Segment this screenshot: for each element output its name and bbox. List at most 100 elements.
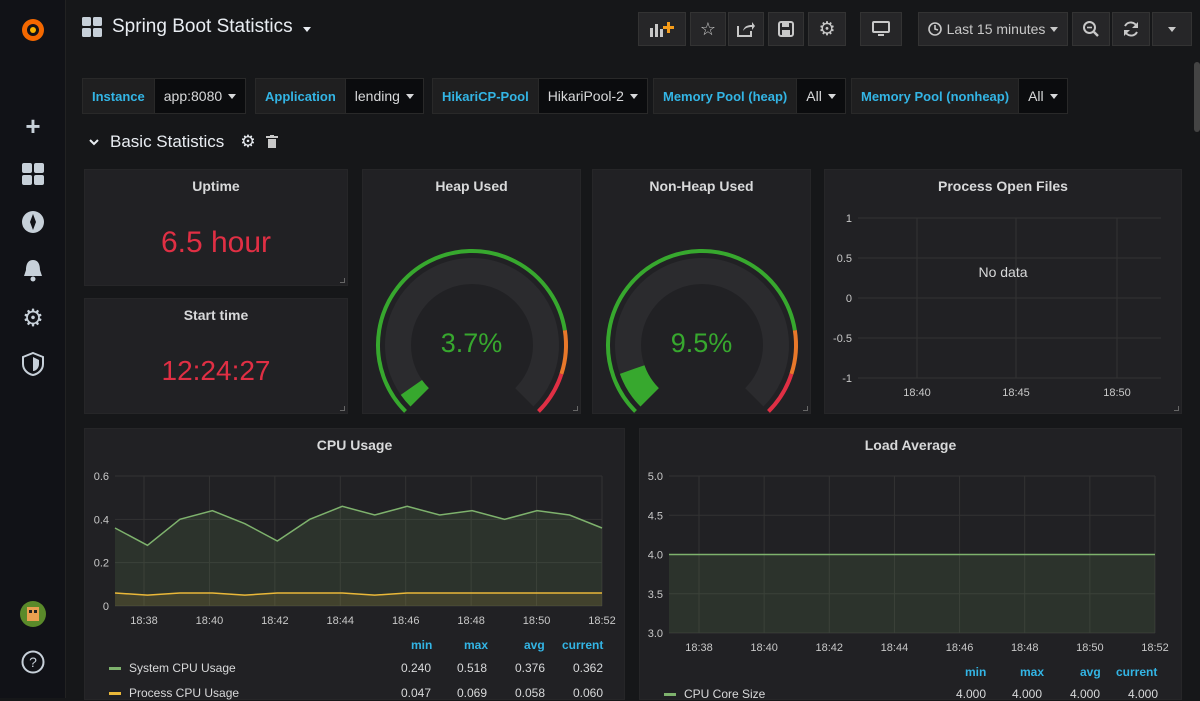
x-tick-label: 18:48 <box>457 615 485 627</box>
variable-memory-pool-nonheap[interactable]: Memory Pool (nonheap) All <box>851 78 1068 114</box>
help-icon[interactable]: ? <box>19 648 47 676</box>
variable-label: Application <box>255 78 346 114</box>
gear-icon[interactable]: ⚙ <box>22 304 44 332</box>
page-title: Spring Boot Statistics <box>112 16 293 37</box>
share-button[interactable] <box>728 12 764 46</box>
avatar[interactable] <box>19 600 47 628</box>
chevron-down-icon <box>302 26 311 32</box>
resize-handle[interactable] <box>573 406 578 411</box>
gauge-threshold-orange <box>789 329 798 375</box>
grafana-logo-icon[interactable] <box>19 16 47 44</box>
x-tick-label: 18:50 <box>1076 642 1104 654</box>
x-tick-label: 18:40 <box>750 642 778 654</box>
resize-handle[interactable] <box>340 406 345 411</box>
x-tick-label: 18:50 <box>523 615 551 627</box>
series-line <box>114 505 603 547</box>
series-color-swatch <box>109 666 121 670</box>
x-tick-label: 18:48 <box>1011 642 1039 654</box>
plus-icon[interactable]: + <box>25 110 41 141</box>
variable-label: Memory Pool (heap) <box>653 78 798 114</box>
panel-load-average[interactable]: Load Average 5.0 4.5 4.0 3.5 3.0 18:38 18:40 1… <box>639 428 1182 701</box>
tv-mode-button[interactable] <box>860 12 902 46</box>
chevron-down-icon <box>1168 26 1176 32</box>
legend-max: 0.069 <box>456 686 487 700</box>
legend-avg: 0.058 <box>514 686 545 700</box>
bell-icon[interactable] <box>19 256 47 284</box>
topbar: Spring Boot Statistics ☆ ⚙ Last 15 minut… <box>66 0 1200 62</box>
y-tick-label: 5.0 <box>648 471 663 483</box>
variable-value-dropdown[interactable]: All <box>797 78 846 114</box>
variable-hikaricp-pool[interactable]: HikariCP-Pool HikariPool-2 <box>432 78 648 114</box>
legend-header-min[interactable]: min <box>411 638 433 652</box>
shield-icon[interactable] <box>19 350 47 378</box>
dashboard-title-picker[interactable]: Spring Boot Statistics <box>82 16 311 38</box>
dashboards-icon[interactable] <box>19 160 47 188</box>
no-data-label: No data <box>978 264 1028 280</box>
save-icon <box>778 21 794 37</box>
legend-header-max[interactable]: max <box>464 638 489 652</box>
y-tick-label: 3.0 <box>648 628 663 640</box>
panel-uptime[interactable]: Uptime 6.5 hour <box>84 169 348 286</box>
resize-handle[interactable] <box>340 278 345 283</box>
main: Spring Boot Statistics ☆ ⚙ Last 15 minut… <box>66 0 1200 701</box>
legend-current: 0.060 <box>572 686 603 700</box>
variable-instance[interactable]: Instance app:8080 <box>82 78 247 114</box>
y-tick-label: 0.5 <box>837 253 852 265</box>
panel-process-open-files[interactable]: Process Open Files 1 0.5 0 -0.5 -1 18:40… <box>824 169 1182 414</box>
y-tick-label: 0.2 <box>94 558 109 570</box>
legend-header-max[interactable]: max <box>1020 665 1045 679</box>
panel-heap-used[interactable]: Heap Used 3.7% <box>362 169 581 414</box>
series-color-swatch <box>109 691 121 695</box>
panel-cpu-usage[interactable]: CPU Usage 0.6 0.4 0.2 0 18:38 18:40 18:42 18:4… <box>84 428 625 700</box>
legend-item[interactable]: System CPU Usage <box>109 661 236 675</box>
zoom-out-button[interactable] <box>1072 12 1110 46</box>
variable-application[interactable]: Application lending <box>255 78 424 114</box>
legend-header-current[interactable]: current <box>1116 665 1158 679</box>
legend-current: 4.000 <box>1127 687 1158 701</box>
legend-avg: 4.000 <box>1069 687 1100 701</box>
x-tick-label: 18:42 <box>261 615 289 627</box>
settings-button[interactable]: ⚙ <box>808 12 846 46</box>
chevron-down-icon <box>89 139 99 146</box>
variable-value-dropdown[interactable]: All <box>1019 78 1068 114</box>
variable-value-dropdown[interactable]: lending <box>345 78 424 114</box>
variable-value-dropdown[interactable]: HikariPool-2 <box>538 78 648 114</box>
star-button[interactable]: ☆ <box>690 12 726 46</box>
resize-handle[interactable] <box>1174 406 1179 411</box>
refresh-interval-dropdown[interactable] <box>1152 12 1192 46</box>
scrollbar[interactable] <box>1194 62 1200 132</box>
legend-header-min[interactable]: min <box>965 665 987 679</box>
variable-value-dropdown[interactable]: app:8080 <box>154 78 247 114</box>
resize-handle[interactable] <box>803 406 808 411</box>
legend-current: 0.362 <box>572 661 603 675</box>
legend-header-avg[interactable]: avg <box>1080 665 1101 679</box>
singlestat-value: 12:24:27 <box>161 355 271 386</box>
gauge <box>376 249 568 413</box>
refresh-icon <box>1124 21 1138 37</box>
sidebar: + ⚙ ? <box>0 0 66 698</box>
variable-memory-pool-heap[interactable]: Memory Pool (heap) All <box>653 78 846 114</box>
legend-header-avg[interactable]: avg <box>524 638 545 652</box>
zoom-out-icon <box>1083 21 1099 37</box>
gauge-value: 9.5% <box>670 328 733 358</box>
save-button[interactable] <box>768 12 804 46</box>
legend-item[interactable]: CPU Core Size <box>664 687 765 701</box>
explore-icon[interactable] <box>19 208 47 236</box>
trash-icon[interactable] <box>265 135 278 149</box>
x-tick-label: 18:44 <box>327 615 355 627</box>
y-tick-label: 1 <box>846 213 852 225</box>
clock-icon <box>927 22 942 36</box>
panel-start-time[interactable]: Start time 12:24:27 <box>84 298 348 414</box>
row-header-basic-statistics[interactable]: Basic Statistics ⚙ <box>88 132 278 152</box>
row-settings-gear-icon[interactable]: ⚙ <box>240 132 256 151</box>
variable-label: Memory Pool (nonheap) <box>851 78 1020 114</box>
gauge-track <box>615 258 789 407</box>
refresh-button[interactable] <box>1112 12 1150 46</box>
time-range-label: Last 15 minutes <box>946 21 1046 37</box>
add-panel-icon <box>650 22 674 37</box>
add-panel-button[interactable] <box>638 12 686 46</box>
legend-item[interactable]: Process CPU Usage <box>109 686 239 700</box>
time-picker-button[interactable]: Last 15 minutes <box>918 12 1068 46</box>
panel-non-heap-used[interactable]: Non-Heap Used 9.5% <box>592 169 811 414</box>
legend-header-current[interactable]: current <box>562 638 604 652</box>
